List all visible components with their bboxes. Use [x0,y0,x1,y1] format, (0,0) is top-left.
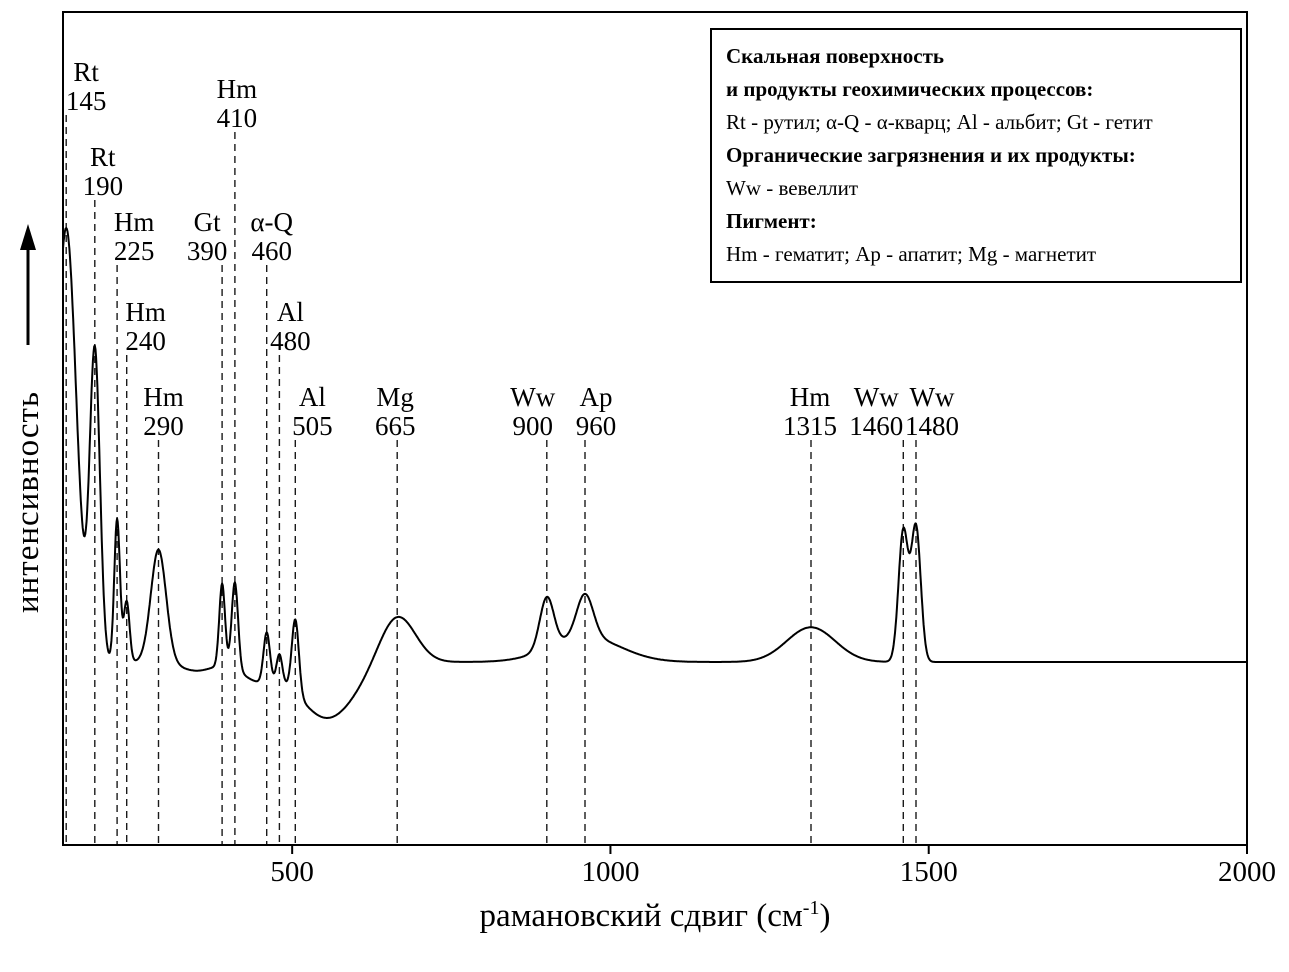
peak-shift-value: 390 [186,236,228,266]
peak-shift-value: 900 [512,411,554,441]
peak-shift-value: 290 [143,411,184,441]
x-axis-title-close-paren: ) [819,898,831,934]
peak-shift-value: 480 [270,326,311,356]
legend-heading: Скальная поверхность [726,44,944,68]
peak-shift-value: 225 [113,236,155,266]
peak-shift-value: 460 [251,236,292,266]
legend-heading: и продукты геохимических процессов: [726,77,1094,101]
peak-label: Al 505 [252,383,372,441]
y-axis-arrow-icon [20,224,36,250]
y-axis-title: интенсивность [10,390,46,614]
peak-label: Ww 900 [473,383,593,441]
peak-label: Al 480 [230,298,350,356]
peak-mineral-code: Ap [579,382,613,412]
peak-shift-value: 145 [65,86,107,116]
peak-label: Hm 290 [103,383,223,441]
peak-mineral-code: Rt [90,142,116,172]
peak-label: Gt 390 [147,208,267,266]
x-tick-label: 1000 [581,856,640,888]
peak-shift-value: 1460 [849,411,904,441]
peak-mineral-code: Mg [376,382,414,412]
peak-label: Hm 225 [74,208,194,266]
peak-mineral-code: Hm [125,297,166,327]
x-tick-label: 1500 [899,856,958,888]
peak-shift-value: 1315 [782,411,837,441]
peak-mineral-code: Hm [216,74,258,104]
legend-entry: Hm - гематит; Ap - апатит; Mg - магнетит [726,242,1097,266]
peak-label: Hm 240 [86,298,206,356]
legend-heading: Пигмент: [726,209,817,233]
peak-shift-value: 190 [82,171,124,201]
peak-label: Rt 190 [43,143,163,201]
peak-label: α-Q 460 [212,208,332,266]
peak-mineral-code: Rt [73,57,99,87]
peak-mineral-code: Gt [193,207,221,237]
peak-shift-value: 240 [125,326,166,356]
spectrum-curve [62,227,1248,719]
x-tick-label: 500 [270,856,314,888]
peak-mineral-code: Hm [789,382,831,412]
plot-frame [62,11,1248,846]
peak-label: Ww 1460 [816,383,936,441]
peak-mineral-code: Ww [510,382,556,412]
peak-label: Ap 960 [536,383,656,441]
peak-shift-value: 960 [575,411,617,441]
legend-entry: Ww - вевеллит [726,176,859,200]
legend-entry: Rt - рутил; α-Q - α-кварц; Al - альбит; … [726,110,1153,134]
peak-mineral-code: Al [298,382,326,412]
x-axis-title-text: рамановский сдвиг (см [479,898,803,934]
peak-label: Hm 410 [177,75,297,133]
peak-shift-value: 410 [216,103,258,133]
peak-mineral-code: Ww [909,382,955,412]
peak-label: Hm 1315 [750,383,870,441]
peak-label: Rt 145 [26,58,146,116]
peak-mineral-code: Hm [143,382,184,412]
peak-mineral-code: Ww [853,382,899,412]
peak-shift-value: 1480 [904,411,959,441]
peak-mineral-code: Al [276,297,304,327]
x-axis-title-superscript: -1 [802,897,820,919]
peak-label: Mg 665 [335,383,455,441]
peak-shift-value: 505 [292,411,333,441]
peak-label: Ww 1480 [872,383,992,441]
peak-mineral-code: Hm [113,207,155,237]
x-tick-label: 2000 [1218,856,1276,888]
peak-mineral-code: α-Q [250,207,293,237]
peak-shift-value: 665 [374,411,416,441]
x-axis-title: рамановский сдвиг (см-1) [355,897,955,935]
legend-box: Скальная поверхность и продукты геохимиче… [710,28,1242,283]
legend-heading: Органические загрязнения и их продукты: [726,143,1136,167]
